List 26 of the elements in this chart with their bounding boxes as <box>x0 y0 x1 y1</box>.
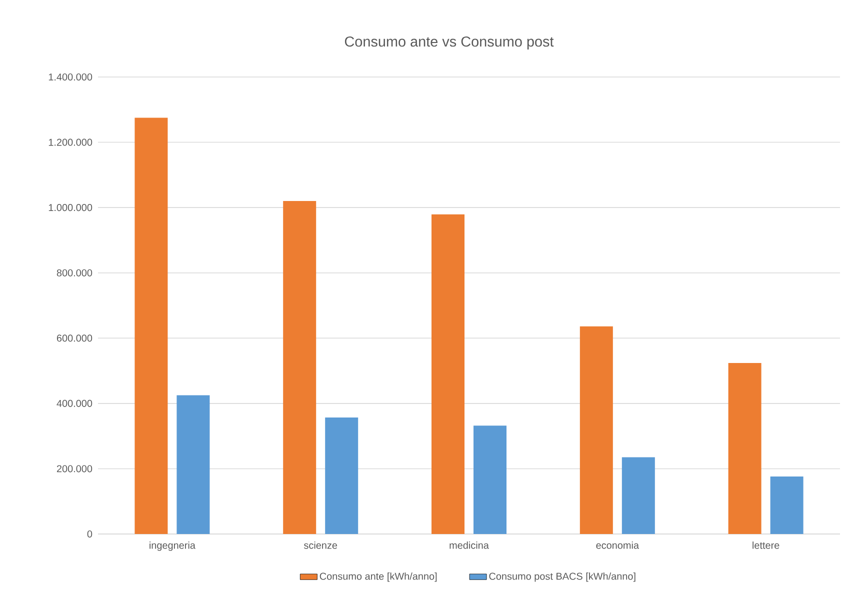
bar <box>580 326 613 534</box>
x-tick-label: ingegneria <box>150 542 196 551</box>
bar <box>474 426 507 534</box>
bar <box>770 476 804 534</box>
x-tick-label: scienze <box>304 542 338 549</box>
bar <box>728 362 762 534</box>
y-tick-label: 800.000 <box>56 269 92 276</box>
chart-title: Consumo ante vs Consumo post <box>344 36 554 50</box>
bar <box>325 417 358 534</box>
x-tick-label: medicina <box>450 542 489 549</box>
y-tick-label: 0 <box>87 530 92 538</box>
y-tick-label: 1.400.000 <box>48 73 92 81</box>
x-tick-label: lettere <box>752 542 780 549</box>
bar <box>432 214 465 534</box>
y-tick-label: 600.000 <box>56 334 92 342</box>
x-tick-label: economia <box>596 542 640 549</box>
legend-label: Consumo ante [kWh/anno] <box>320 572 437 582</box>
y-tick-label: 200.000 <box>56 465 92 472</box>
legend-label: Consumo post BACS [kWh/anno] <box>489 572 636 582</box>
y-tick-label: 1.200.000 <box>48 138 92 146</box>
bar <box>622 457 655 534</box>
bar <box>134 118 168 534</box>
y-tick-label: 1.000.000 <box>48 204 92 212</box>
y-tick-label: 400.000 <box>56 400 92 407</box>
bar <box>283 201 316 534</box>
bar <box>176 395 210 534</box>
